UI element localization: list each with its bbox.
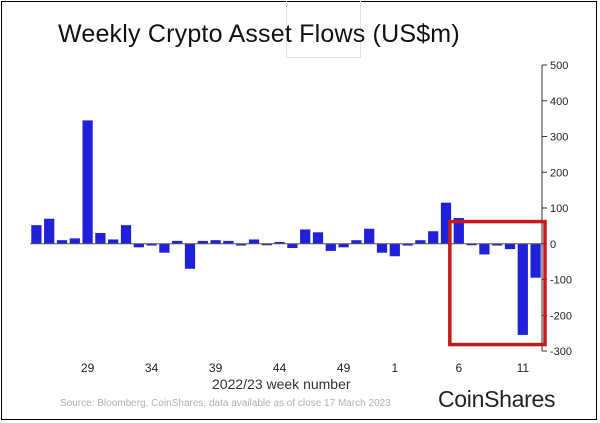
x-tick-label: 44 bbox=[273, 361, 287, 375]
x-tick-label: 29 bbox=[81, 361, 95, 375]
bar bbox=[184, 243, 196, 269]
bar bbox=[415, 240, 426, 244]
bar bbox=[479, 243, 490, 255]
bar bbox=[389, 243, 400, 257]
bar bbox=[338, 243, 349, 248]
bar bbox=[504, 243, 516, 250]
bar bbox=[312, 232, 324, 244]
bar bbox=[325, 243, 336, 251]
coinshares-logo: CoinShares bbox=[438, 386, 556, 412]
x-tick-label: 11 bbox=[517, 361, 530, 375]
bar bbox=[453, 218, 464, 244]
y-tick-label: 500 bbox=[550, 60, 568, 72]
bar bbox=[95, 233, 106, 244]
bar bbox=[108, 239, 119, 244]
bar bbox=[31, 225, 42, 244]
y-tick-label: 0 bbox=[550, 239, 556, 251]
x-tick-label: 49 bbox=[337, 361, 351, 375]
x-tick-label: 34 bbox=[145, 361, 159, 375]
bar bbox=[172, 240, 183, 244]
bar bbox=[82, 120, 93, 244]
x-tick-label: 1 bbox=[391, 361, 398, 375]
bar bbox=[440, 202, 452, 244]
bar bbox=[530, 243, 541, 278]
bar bbox=[364, 228, 375, 244]
x-tick-label: 39 bbox=[209, 361, 223, 375]
bar bbox=[236, 243, 247, 246]
x-tick-label: 6 bbox=[455, 361, 462, 375]
y-tick-label: -300 bbox=[550, 346, 572, 358]
bar bbox=[517, 243, 528, 335]
y-tick-label: 100 bbox=[550, 203, 568, 215]
highlight-box bbox=[448, 219, 547, 347]
bar bbox=[274, 241, 285, 244]
bar bbox=[223, 240, 234, 244]
bar bbox=[69, 238, 80, 244]
y-tick-label: -100 bbox=[550, 275, 572, 287]
x-axis-label: 2022/23 week number bbox=[212, 376, 351, 392]
y-tick-label: 300 bbox=[550, 132, 568, 144]
y-tick-label: -200 bbox=[550, 310, 572, 322]
bar bbox=[287, 243, 298, 249]
bar bbox=[261, 243, 272, 246]
bar bbox=[402, 243, 413, 246]
y-tick-label: 200 bbox=[550, 167, 568, 179]
bar bbox=[120, 225, 132, 244]
chart-title: Weekly Crypto Asset Flows (US$m) bbox=[58, 20, 460, 48]
bar bbox=[376, 243, 388, 253]
bar bbox=[133, 243, 144, 248]
bar bbox=[428, 231, 439, 244]
bar bbox=[466, 243, 477, 246]
bar bbox=[351, 240, 362, 244]
bar bbox=[146, 243, 157, 246]
bar bbox=[56, 240, 68, 244]
bar bbox=[210, 240, 221, 244]
source-note: Source: Bloomberg, CoinShares, data avai… bbox=[60, 398, 391, 409]
bar bbox=[159, 243, 170, 253]
bar bbox=[248, 239, 260, 244]
bar bbox=[300, 229, 311, 244]
title-overlay-box bbox=[286, 0, 361, 58]
bar bbox=[492, 243, 503, 246]
bar bbox=[44, 218, 55, 244]
y-tick-label: 400 bbox=[550, 96, 568, 108]
bar bbox=[197, 240, 208, 244]
